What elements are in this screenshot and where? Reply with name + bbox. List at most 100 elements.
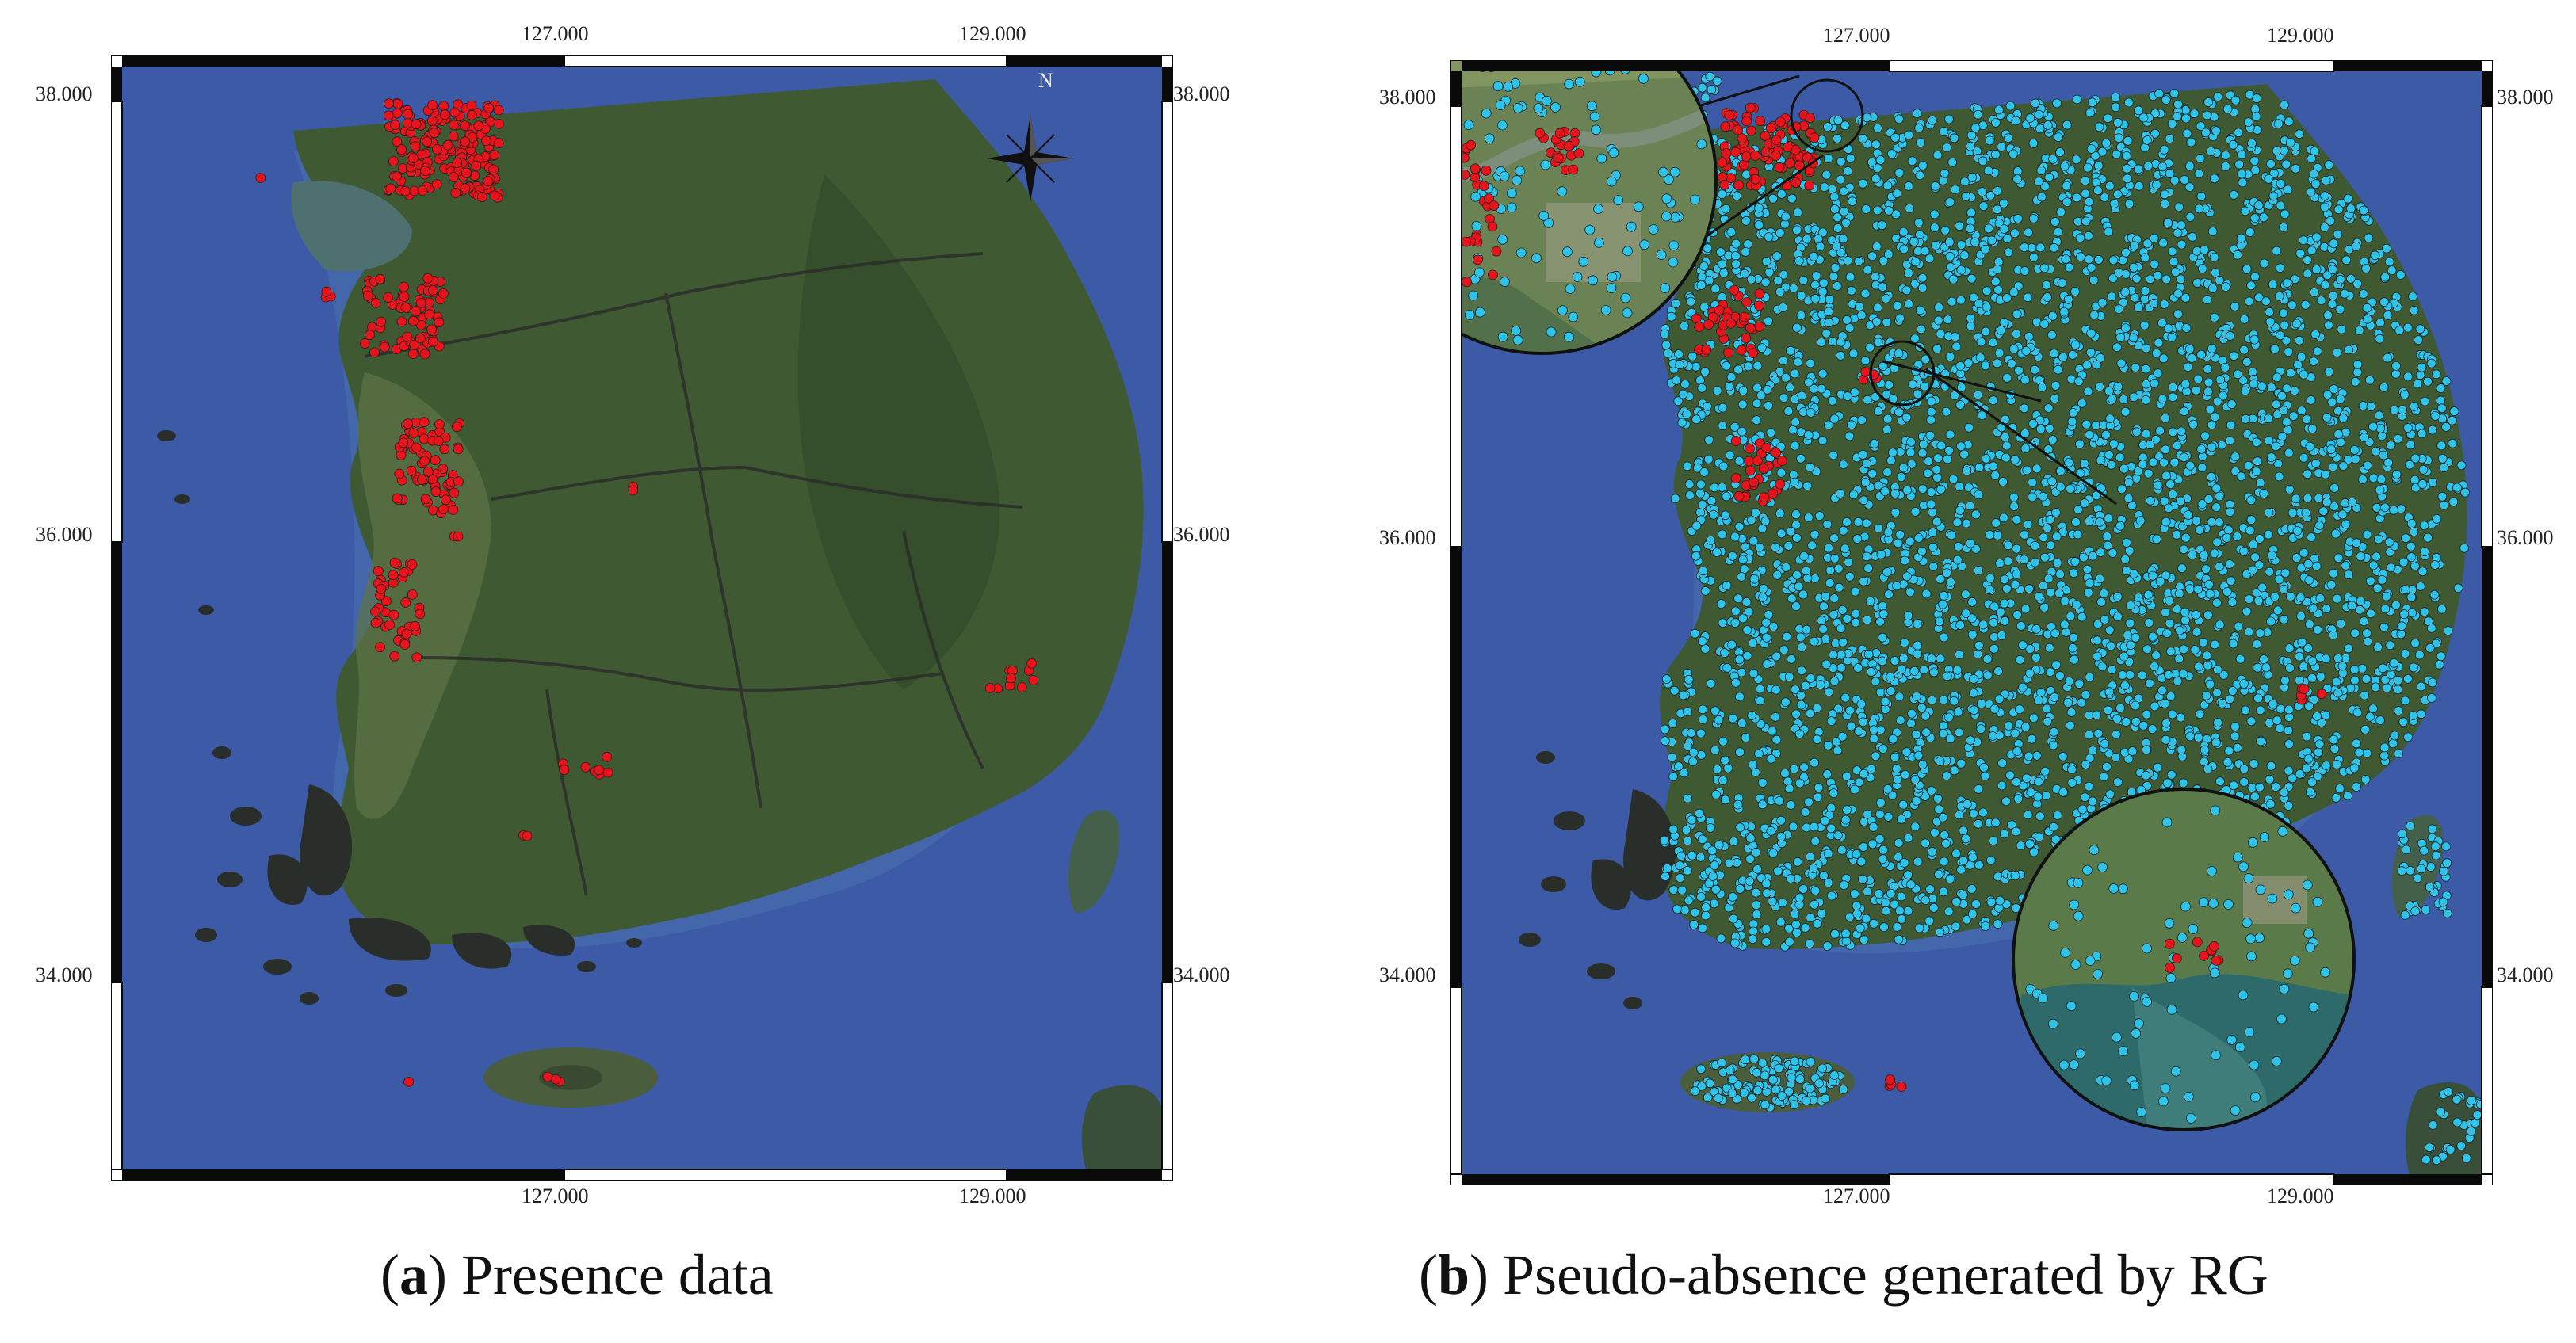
pseudo-absence-point bbox=[1801, 1096, 1811, 1105]
pseudo-absence-point bbox=[2101, 429, 2111, 440]
pseudo-absence-point bbox=[2391, 469, 2402, 479]
pseudo-absence-point bbox=[1687, 850, 1697, 860]
pseudo-absence-point bbox=[2030, 541, 2040, 551]
pseudo-absence-point bbox=[1904, 268, 1913, 278]
pseudo-absence-point bbox=[1867, 839, 1878, 849]
pseudo-absence-point bbox=[2307, 673, 2317, 683]
pseudo-absence-point bbox=[1792, 322, 1802, 333]
pseudo-absence-point bbox=[2120, 681, 2130, 690]
pseudo-absence-point bbox=[2120, 287, 2131, 297]
pseudo-absence-point bbox=[1959, 826, 1968, 836]
pseudo-absence-point bbox=[2423, 376, 2433, 387]
pseudo-absence-point bbox=[2413, 379, 2423, 389]
presence-point bbox=[1741, 151, 1752, 162]
pseudo-absence-point bbox=[2270, 344, 2280, 354]
pseudo-absence-point bbox=[1751, 847, 1761, 857]
pseudo-absence-point bbox=[1967, 172, 1978, 182]
pseudo-absence-point bbox=[2232, 742, 2242, 753]
pseudo-absence-point bbox=[2173, 228, 2183, 238]
pseudo-absence-point bbox=[2083, 588, 2093, 597]
pseudo-absence-point bbox=[2265, 774, 2275, 784]
pseudo-absence-point bbox=[1796, 690, 1806, 700]
pseudo-absence-point bbox=[2239, 777, 2249, 787]
pseudo-absence-point bbox=[2107, 665, 2117, 675]
panel-a-map: 127.000 129.000 127.000 129.000 38.000 3… bbox=[0, 0, 1236, 1307]
pseudo-absence-point bbox=[2193, 584, 2203, 594]
pseudo-absence-point bbox=[2384, 257, 2394, 267]
pseudo-absence-point bbox=[2263, 414, 2273, 424]
presence-point bbox=[580, 761, 591, 773]
pseudo-absence-point bbox=[1925, 430, 1936, 441]
pseudo-absence-point bbox=[2059, 161, 2070, 171]
pseudo-absence-point bbox=[2008, 287, 2019, 297]
pseudo-absence-point bbox=[2203, 377, 2214, 387]
pseudo-absence-point bbox=[2350, 628, 2360, 639]
pseudo-absence-point bbox=[1843, 256, 1853, 265]
pseudo-absence-point bbox=[1821, 328, 1832, 338]
pseudo-absence-point bbox=[2177, 563, 2187, 574]
pseudo-absence-point bbox=[2102, 761, 2112, 772]
pseudo-absence-point bbox=[2225, 694, 2235, 704]
pseudo-absence-point bbox=[1861, 914, 1871, 924]
pseudo-absence-point bbox=[2287, 773, 2298, 784]
pseudo-absence-point bbox=[1696, 1064, 1707, 1074]
pseudo-absence-point bbox=[2196, 191, 2207, 201]
pseudo-absence-point bbox=[1747, 711, 1757, 720]
pseudo-absence-point bbox=[1852, 909, 1862, 919]
pseudo-absence-point bbox=[2034, 177, 2044, 187]
pseudo-absence-point bbox=[1844, 322, 1855, 333]
pseudo-absence-point bbox=[2284, 347, 2294, 357]
pseudo-absence-point bbox=[2244, 627, 2254, 637]
pseudo-absence-point bbox=[1828, 337, 1838, 347]
pseudo-absence-point bbox=[1973, 109, 1983, 120]
pseudo-absence-point bbox=[1959, 890, 1968, 900]
pseudo-absence-point bbox=[2308, 603, 2318, 613]
pseudo-absence-point bbox=[1797, 642, 1807, 652]
japan-coast bbox=[2405, 1082, 2482, 1174]
pseudo-absence-point bbox=[1875, 616, 1885, 627]
pseudo-absence-point bbox=[2307, 154, 2317, 164]
pseudo-absence-point bbox=[2245, 227, 2255, 238]
pseudo-absence-point bbox=[1926, 499, 1936, 509]
presence-point bbox=[1701, 345, 1712, 355]
pseudo-absence-point bbox=[1816, 338, 1826, 347]
pseudo-absence-point bbox=[2400, 649, 2410, 658]
pseudo-absence-point bbox=[2160, 413, 2170, 423]
pseudo-absence-point bbox=[2389, 658, 2399, 668]
presence-point bbox=[392, 171, 402, 182]
pseudo-absence-point bbox=[2328, 462, 2338, 472]
presence-point bbox=[984, 683, 996, 693]
pseudo-absence-point bbox=[2386, 441, 2396, 451]
pseudo-absence-point bbox=[2196, 444, 2207, 454]
pseudo-absence-point bbox=[2398, 829, 2407, 839]
presence-point bbox=[392, 98, 403, 109]
pseudo-absence-point bbox=[2256, 736, 2266, 746]
pseudo-absence-point bbox=[1936, 484, 1946, 494]
pseudo-absence-point bbox=[2108, 273, 2118, 284]
pseudo-absence-point bbox=[1717, 529, 1727, 540]
pseudo-absence-point bbox=[2196, 121, 2206, 132]
left-tick-34: 34.000 bbox=[1379, 963, 1436, 986]
pseudo-absence-point bbox=[2314, 747, 2323, 757]
pseudo-absence-point bbox=[1890, 132, 1900, 143]
pseudo-absence-point bbox=[1852, 534, 1863, 544]
presence-point bbox=[433, 436, 444, 447]
pseudo-absence-point bbox=[2140, 286, 2150, 296]
pseudo-absence-point bbox=[1979, 762, 1989, 773]
pseudo-absence-point bbox=[2361, 264, 2371, 273]
pseudo-absence-point bbox=[1791, 417, 1801, 427]
pseudo-absence-point bbox=[1771, 251, 1782, 261]
pseudo-absence-point bbox=[2181, 323, 2192, 333]
pseudo-absence-point bbox=[1683, 836, 1693, 846]
pseudo-absence-point bbox=[2159, 496, 2169, 506]
pseudo-absence-point bbox=[2124, 546, 2135, 555]
pseudo-absence-point bbox=[2322, 390, 2333, 400]
pseudo-absence-point bbox=[1760, 516, 1771, 526]
pseudo-absence-point bbox=[2109, 199, 2119, 209]
pseudo-absence-point bbox=[1973, 390, 1983, 400]
pseudo-absence-point bbox=[1966, 313, 1976, 323]
pseudo-absence-point bbox=[1672, 904, 1683, 914]
pseudo-absence-point bbox=[1756, 391, 1766, 400]
pseudo-absence-point bbox=[1829, 676, 1840, 686]
pseudo-absence-point bbox=[1900, 770, 1910, 780]
